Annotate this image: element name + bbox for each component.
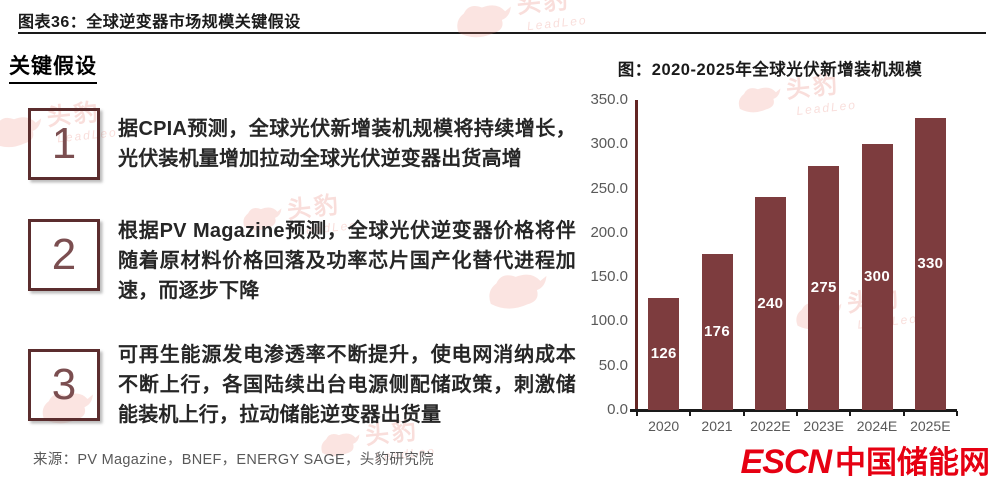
assumption-text-1: 据CPIA预测，全球光伏新增装机规模将持续增长，光伏装机量增加拉动全球光伏逆变器… [118, 118, 576, 170]
y-axis [635, 100, 638, 411]
assumption-number-box-1: 1 [28, 108, 100, 180]
escn-logo-cn: 中国储能网 [835, 445, 990, 480]
source-note: 来源：PV Magazine，BNEF，ENERGY SAGE，头豹研究院 [33, 452, 434, 468]
bar-value-label: 126 [650, 345, 677, 363]
y-tick-label: 100.0 [590, 312, 628, 330]
bar-value-label: 300 [864, 268, 890, 286]
assumption-text-2: 根据PV Magazine预测，全球光伏逆变器价格将伴随着原材料价格回落及功率芯… [118, 220, 576, 302]
escn-logo: ESCN 中国储能网 [741, 437, 990, 482]
assumption-number: 3 [51, 360, 77, 409]
x-axis-tick [902, 411, 905, 416]
bar [754, 197, 786, 410]
section-heading: 关键假设 [9, 50, 97, 84]
y-tick-label: 300.0 [590, 135, 628, 153]
title-divider [18, 32, 986, 34]
y-tick-label: 50.0 [598, 356, 628, 374]
x-axis-tick [689, 411, 692, 416]
figure-title: 图表36：全球逆变器市场规模关键假设 [18, 14, 301, 31]
x-axis-tick [849, 411, 852, 416]
leopard-logo-icon [457, 5, 511, 38]
watermark-text-en: LeadLeo [526, 12, 589, 34]
chart-title: 图：2020-2025年全球光伏新增装机规模 [617, 61, 923, 79]
y-tick-label: 350.0 [590, 91, 628, 108]
x-axis-tick [636, 411, 638, 416]
x-axis-tick [796, 411, 798, 416]
x-tick-label: 2025E [910, 418, 951, 434]
assumption-number-box-3: 3 [28, 349, 100, 421]
y-tick-label: 200.0 [590, 223, 628, 241]
escn-logo-en: ESCN [740, 443, 832, 481]
bar [648, 298, 680, 410]
x-tick-label: 2022E [750, 418, 791, 434]
assumption-number: 2 [51, 230, 77, 279]
bar [808, 166, 840, 410]
x-tick-label: 2021 [701, 418, 733, 434]
y-tick-label: 150.0 [590, 268, 628, 286]
bar-value-label: 330 [917, 254, 944, 272]
x-tick-label: 2020 [648, 418, 680, 434]
bar-chart: 图：2020-2025年全球光伏新增装机规模 350.0 300.0 250.0 20… [560, 40, 996, 481]
x-axis-tick [742, 411, 745, 416]
assumption-text-3: 可再生能源发电渗透率不断提升，使电网消纳成本不断上行，各国陆续出台电源侧配储政策… [118, 344, 576, 426]
y-tick-label: 0.0 [607, 401, 628, 418]
bar-value-label: 275 [810, 279, 837, 297]
x-axis [630, 409, 957, 412]
y-tick-label: 250.0 [590, 179, 628, 197]
bar [701, 254, 733, 410]
bar [861, 144, 893, 410]
assumption-number-box-2: 2 [28, 219, 100, 291]
bar-value-label: 176 [704, 323, 730, 341]
x-tick-label: 2024E [856, 418, 898, 434]
watermark-text-cn: 头豹 [515, 0, 573, 20]
bar-value-label: 240 [757, 294, 784, 312]
x-tick-label: 2023E [803, 418, 844, 434]
x-axis-tick [956, 411, 958, 416]
bar [914, 117, 946, 410]
assumption-number: 1 [51, 119, 77, 168]
